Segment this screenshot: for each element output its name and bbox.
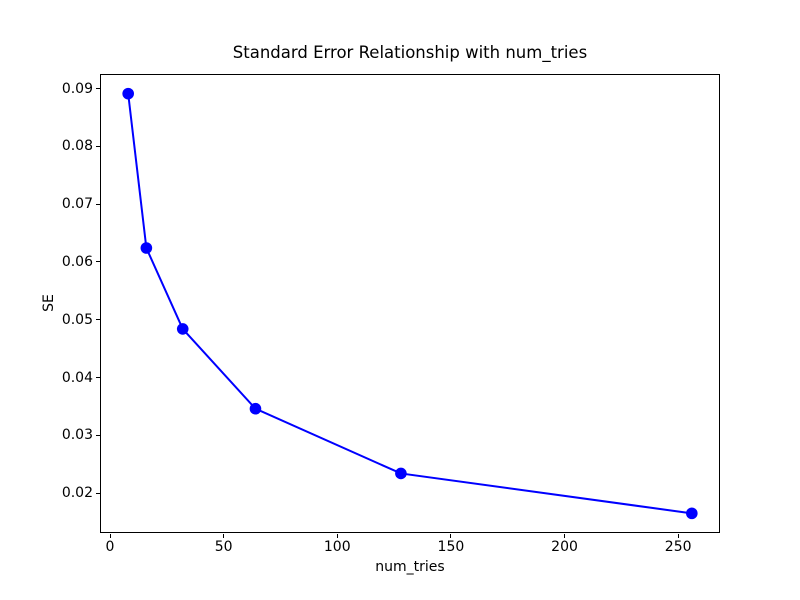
line-series-svg [122,87,698,519]
series-line [127,93,692,514]
chart-title: Standard Error Relationship with num_tri… [232,43,588,62]
data-point-marker [176,322,189,335]
y-tick-label: 0.02 [61,485,93,502]
x-tick-label: 200 [551,539,578,555]
y-tick-label: 0.03 [61,427,93,444]
y-axis-label: SE [41,294,57,312]
x-tick-label: 50 [214,539,233,555]
data-point-marker [249,402,262,415]
data-point-marker [122,87,134,99]
data-point-marker [686,507,698,519]
y-tick-label: 0.08 [61,138,93,155]
x-tick-mark [564,533,566,538]
y-tick-mark [95,492,100,494]
y-tick-mark [95,319,100,321]
x-tick-mark [109,533,111,538]
x-tick-label: 0 [105,539,115,555]
y-tick-mark [95,88,100,90]
y-tick-label: 0.04 [61,369,93,386]
x-tick-mark [336,533,338,538]
y-tick-label: 0.07 [61,196,93,213]
x-tick-mark [677,533,679,538]
x-tick-mark [223,533,225,538]
plot-area [100,73,720,533]
x-axis-label: num_tries [375,559,445,575]
x-tick-label: 150 [437,539,465,555]
x-tick-label: 250 [664,539,692,555]
y-tick-mark [95,377,100,379]
y-tick-label: 0.06 [61,253,93,270]
x-tick-label: 100 [323,539,351,555]
y-tick-mark [95,434,100,436]
y-tick-label: 0.09 [61,80,93,97]
data-point-marker [140,241,153,254]
x-tick-mark [450,533,452,538]
y-tick-mark [95,261,100,263]
y-tick-mark [95,203,100,205]
y-tick-label: 0.05 [61,311,93,328]
data-point-marker [395,467,407,479]
y-tick-mark [95,145,100,147]
